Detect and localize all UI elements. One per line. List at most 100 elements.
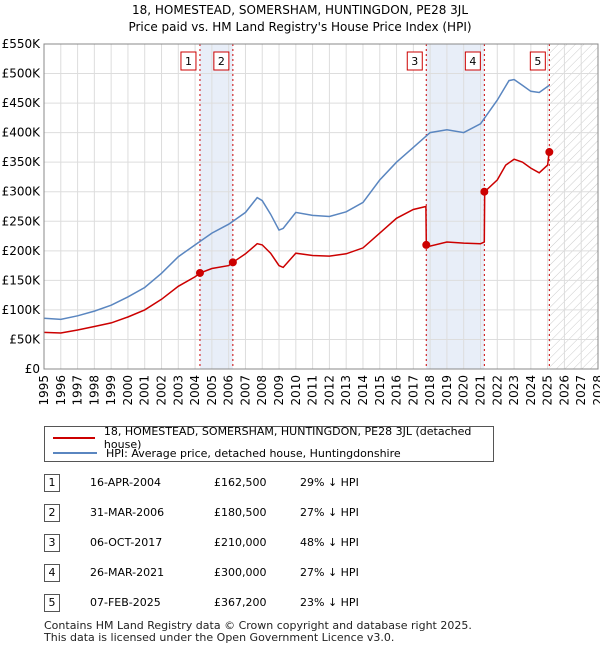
y-tick-label: £350K: [2, 155, 42, 169]
x-tick-label: 2008: [255, 375, 269, 406]
sale-point-5: [545, 148, 554, 157]
sale-label-box-4: [464, 51, 481, 71]
y-tick-label: £50K: [9, 332, 41, 346]
y-tick-label: £300K: [2, 185, 42, 199]
x-tick-label: 2010: [289, 375, 303, 406]
x-tick-label: 2015: [373, 375, 387, 406]
y-tick-label: £100K: [2, 303, 42, 317]
x-tick-label: 2026: [557, 375, 571, 406]
x-tick-label: 1998: [87, 375, 101, 406]
chart-title: 18, HOMESTEAD, SOMERSHAM, HUNTINGDON, PE…: [0, 2, 600, 36]
sale-hpi-diff: 48% ↓ HPI: [300, 536, 359, 549]
sale-row-4: 4 26-MAR-2021 £300,000 27% ↓ HPI: [0, 564, 600, 584]
sale-number: 3: [44, 534, 60, 552]
x-tick-label: 2012: [322, 375, 336, 406]
x-tick-label: 2018: [423, 375, 437, 406]
sale-label-box-2: [213, 51, 230, 71]
sale-label-box-5: [529, 51, 546, 71]
x-tick-label: 2011: [306, 375, 320, 406]
y-tick-label: £200K: [2, 244, 42, 258]
sale-point-1: [195, 268, 204, 277]
y-tick-label: £450K: [2, 96, 42, 110]
x-tick-label: 2020: [457, 375, 471, 406]
x-tick-label: 2017: [406, 375, 420, 406]
legend-label-hpi: HPI: Average price, detached house, Hunt…: [106, 446, 401, 460]
sale-price: £162,500: [214, 476, 267, 489]
future-hatch-region: [549, 44, 598, 369]
x-tick-label: 2024: [524, 375, 538, 406]
x-tick-label: 1997: [71, 375, 85, 406]
sale-label-2: 2: [218, 55, 225, 68]
x-tick-label: 2027: [574, 375, 588, 406]
sale-row-1: 1 16-APR-2004 £162,500 29% ↓ HPI: [0, 474, 600, 494]
sale-price: £367,200: [214, 596, 267, 609]
hpi-line: [43, 78, 550, 321]
sale-number: 2: [44, 504, 60, 522]
sale-row-2: 2 31-MAR-2006 £180,500 27% ↓ HPI: [0, 504, 600, 524]
x-tick-label: 2007: [238, 375, 252, 406]
sale-band-2: [426, 44, 485, 369]
legend: 18, HOMESTEAD, SOMERSHAM, HUNTINGDON, PE…: [44, 425, 494, 462]
x-tick-label: 1995: [37, 375, 51, 406]
sale-point-3: [422, 240, 431, 249]
x-tick-label: 2005: [205, 375, 219, 406]
x-tick-label: 2002: [155, 375, 169, 406]
sale-row-5: 5 07-FEB-2025 £367,200 23% ↓ HPI: [0, 594, 600, 614]
x-tick-label: 2013: [339, 375, 353, 406]
sale-price: £300,000: [214, 566, 267, 579]
sale-number: 4: [44, 564, 60, 582]
x-tick-label: 2004: [188, 375, 202, 406]
sale-label-box-1: [180, 51, 197, 71]
y-tick-label: £400K: [2, 126, 42, 140]
x-tick-label: 2000: [121, 375, 135, 406]
sale-label-4: 4: [469, 55, 476, 68]
sale-label-box-3: [406, 51, 423, 71]
sale-date: 26-MAR-2021: [90, 566, 165, 579]
legend-item-hpi: HPI: Average price, detached house, Hunt…: [53, 445, 401, 461]
footer-line-2: This data is licensed under the Open Gov…: [44, 631, 395, 644]
plot-border: [43, 43, 599, 370]
legend-swatch-property: [53, 437, 95, 439]
sale-row-3: 3 06-OCT-2017 £210,000 48% ↓ HPI: [0, 534, 600, 554]
x-tick-label: 2009: [272, 375, 286, 406]
x-tick-label: 2028: [591, 375, 600, 406]
y-tick-label: £500K: [2, 67, 42, 81]
plot-area: [44, 44, 598, 369]
y-tick-label: £150K: [2, 273, 42, 287]
sale-hpi-diff: 23% ↓ HPI: [300, 596, 359, 609]
sale-hpi-diff: 27% ↓ HPI: [300, 506, 359, 519]
sale-hpi-diff: 27% ↓ HPI: [300, 566, 359, 579]
footer-line-1: Contains HM Land Registry data © Crown c…: [44, 619, 472, 632]
x-tick-label: 2014: [356, 375, 370, 406]
price-chart: 1 2 3 4 5 £0 £50K £100K £150K £200K £250K £300K £35…: [2, 37, 600, 406]
y-tick-label: £550K: [2, 37, 42, 51]
title-line-2: Price paid vs. HM Land Registry's House …: [128, 20, 472, 34]
x-tick-label: 2006: [222, 375, 236, 406]
sale-point-4: [480, 187, 489, 196]
sale-date: 16-APR-2004: [90, 476, 162, 489]
x-tick-label: 2019: [440, 375, 454, 406]
y-tick-label: £250K: [2, 214, 42, 228]
legend-label-property: 18, HOMESTEAD, SOMERSHAM, HUNTINGDON, PE…: [103, 425, 472, 451]
legend-swatch-hpi: [53, 452, 97, 454]
sale-hpi-diff: 29% ↓ HPI: [300, 476, 359, 489]
sale-point-2: [228, 258, 237, 267]
x-tick-label: 2025: [541, 375, 555, 406]
x-tick-label: 2021: [473, 375, 487, 406]
sale-price: £180,500: [214, 506, 267, 519]
x-tick-label: 1999: [104, 375, 118, 406]
x-tick-label: 1996: [54, 375, 68, 406]
sale-label-3: 3: [411, 55, 418, 68]
legend-item-property: 18, HOMESTEAD, SOMERSHAM, HUNTINGDON, PE…: [53, 425, 493, 451]
y-tick-label: £0: [25, 362, 40, 376]
x-tick-label: 2022: [490, 375, 504, 406]
sale-label-5: 5: [534, 55, 541, 68]
x-tick-label: 2003: [171, 375, 185, 406]
sale-band-1: [199, 44, 233, 369]
property-price-line: [43, 151, 551, 334]
sale-date: 31-MAR-2006: [90, 506, 165, 519]
sale-number: 1: [44, 474, 60, 492]
sale-label-1: 1: [185, 55, 192, 68]
x-tick-label: 2001: [138, 375, 152, 406]
title-line-1: 18, HOMESTEAD, SOMERSHAM, HUNTINGDON, PE…: [131, 3, 469, 17]
